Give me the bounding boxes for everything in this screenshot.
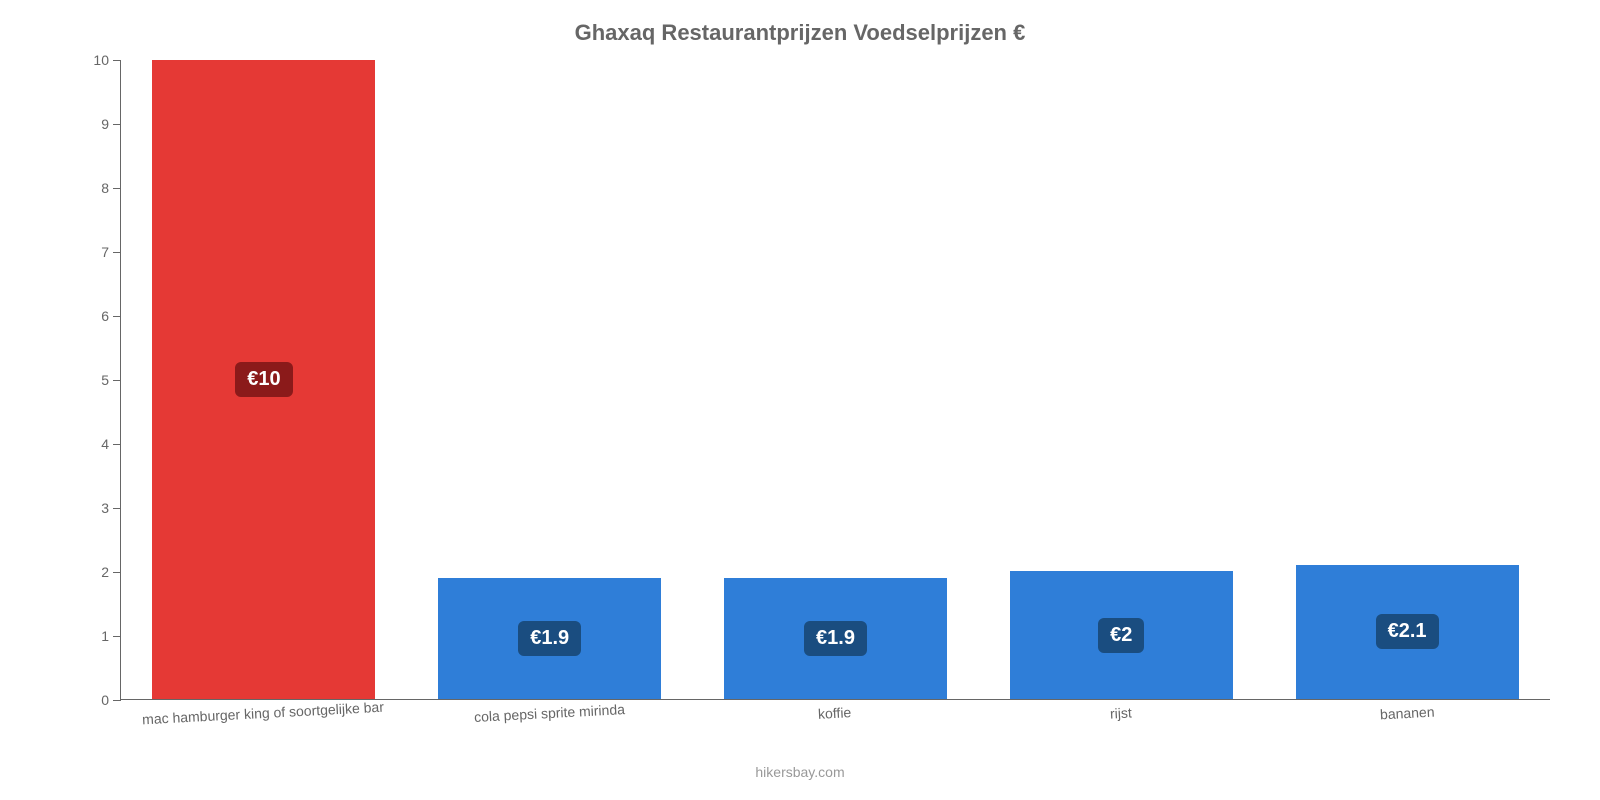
y-tick-label: 4	[101, 436, 109, 452]
y-tick	[113, 508, 121, 509]
y-tick	[113, 124, 121, 125]
bar: €1.9	[438, 578, 661, 699]
y-tick	[113, 444, 121, 445]
y-tick-label: 5	[101, 372, 109, 388]
y-tick	[113, 572, 121, 573]
bar-slot: €1.9	[693, 60, 979, 699]
chart-container: Ghaxaq Restaurantprijzen Voedselprijzen …	[0, 0, 1600, 800]
footer-credit: hikersbay.com	[0, 764, 1600, 780]
bar-slot: €10	[121, 60, 407, 699]
bar-value-label: €2	[1098, 618, 1144, 653]
bar-value-label: €1.9	[518, 621, 581, 656]
y-tick	[113, 700, 121, 701]
y-tick-label: 10	[93, 52, 109, 68]
x-axis-label: rijst	[1110, 704, 1133, 721]
bar: €10	[152, 60, 375, 699]
bar-slot: €1.9	[407, 60, 693, 699]
x-axis-label: koffie	[818, 704, 852, 722]
y-tick-label: 7	[101, 244, 109, 260]
bar-slot: €2.1	[1264, 60, 1550, 699]
x-label-slot: cola pepsi sprite mirinda	[406, 705, 692, 721]
bar-value-label: €2.1	[1376, 614, 1439, 649]
x-label-slot: bananen	[1264, 705, 1550, 721]
plot-area: €10€1.9€1.9€2€2.1 012345678910	[120, 60, 1550, 700]
x-axis-labels: mac hamburger king of soortgelijke barco…	[120, 705, 1550, 721]
x-label-slot: koffie	[692, 705, 978, 721]
y-tick-label: 6	[101, 308, 109, 324]
y-tick	[113, 60, 121, 61]
chart-title: Ghaxaq Restaurantprijzen Voedselprijzen …	[0, 20, 1600, 46]
y-tick	[113, 252, 121, 253]
bar: €2.1	[1296, 565, 1519, 699]
x-axis-label: mac hamburger king of soortgelijke bar	[142, 699, 385, 728]
bar: €2	[1010, 571, 1233, 699]
x-axis-label: bananen	[1379, 704, 1434, 723]
bar-slot: €2	[978, 60, 1264, 699]
bars-row: €10 €1.9 €1.9 €2 €2.1	[121, 60, 1550, 699]
y-tick-label: 0	[101, 692, 109, 708]
bar-value-label: €10	[235, 362, 292, 397]
y-tick	[113, 316, 121, 317]
y-tick-label: 3	[101, 500, 109, 516]
x-label-slot: rijst	[978, 705, 1264, 721]
x-axis-label: cola pepsi sprite mirinda	[473, 701, 625, 725]
bar: €1.9	[724, 578, 947, 699]
y-tick	[113, 188, 121, 189]
y-tick-label: 2	[101, 564, 109, 580]
y-tick	[113, 380, 121, 381]
y-tick-label: 1	[101, 628, 109, 644]
x-label-slot: mac hamburger king of soortgelijke bar	[120, 705, 406, 721]
y-tick	[113, 636, 121, 637]
y-tick-label: 8	[101, 180, 109, 196]
bar-value-label: €1.9	[804, 621, 867, 656]
y-tick-label: 9	[101, 116, 109, 132]
